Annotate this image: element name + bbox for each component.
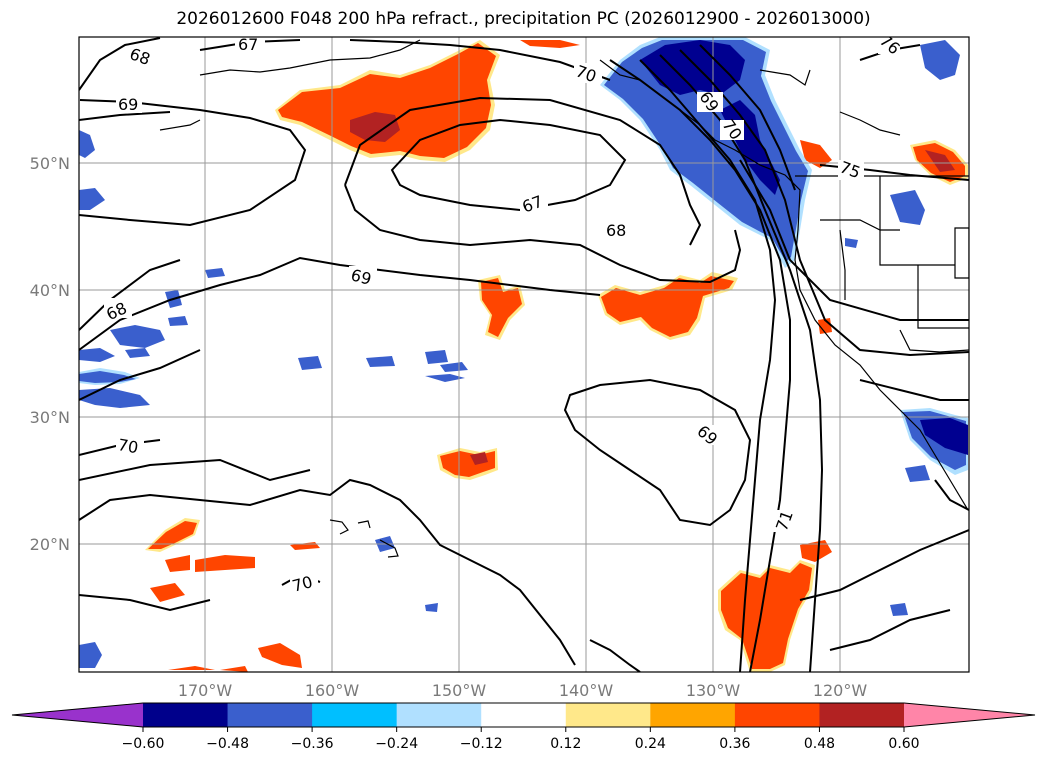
contour-label: 69 (349, 265, 374, 289)
colorbar-bin (312, 703, 398, 727)
colorbar-bin (650, 703, 736, 727)
colorbar-tick-label: 0.48 (804, 736, 835, 752)
colorbar-tick-label: −0.12 (460, 736, 503, 752)
colorbar-tick-label: 0.36 (719, 736, 750, 752)
colorbar-bin (227, 703, 313, 727)
lat-label-40n: 40°N (30, 281, 70, 300)
contour-label: 67 (238, 35, 258, 54)
colorbar-tick-labels: −0.60 −0.48 −0.36 −0.24 −0.12 0.12 0.24 0.36 0.4… (122, 727, 920, 752)
lat-label-20n: 20°N (30, 535, 70, 554)
colorbar-bin (734, 703, 820, 727)
colorbar-tick-label: 0.60 (888, 736, 919, 752)
contour-labels: 67 68 69 70 76 70 68 69 69 70 67 68 69 (103, 35, 904, 596)
lat-label-30n: 30°N (30, 408, 70, 427)
colorbar-tick-label: 0.12 (550, 736, 581, 752)
colorbar-bin (565, 703, 651, 727)
colorbar-bin (396, 703, 482, 727)
contour-label: 70 (116, 435, 139, 457)
colorbar-bin (143, 703, 229, 727)
colorbar-bin (12, 703, 143, 727)
contour-label: 68 (606, 221, 626, 240)
lon-label-150w: 150°W (432, 681, 487, 700)
longitude-labels: 170°W 160°W 150°W 140°W 130°W 120°W (178, 681, 868, 700)
lat-label-50n: 50°N (30, 154, 70, 173)
lon-label-120w: 120°W (813, 681, 868, 700)
map-area[interactable]: 67 68 69 70 76 70 68 69 69 70 67 68 69 (79, 31, 969, 672)
lon-label-170w: 170°W (178, 681, 233, 700)
chart-title: 2026012600 F048 200 hPa refract., precip… (176, 9, 871, 29)
colorbar-bin (481, 703, 567, 727)
colorbar-tick-label: −0.36 (291, 736, 334, 752)
negative-anomaly-patches (79, 37, 968, 668)
colorbar-tick-label: −0.48 (206, 736, 249, 752)
colorbar (11, 702, 1036, 728)
latitude-labels: 50°N 40°N 30°N 20°N (30, 154, 70, 554)
colorbar-tick-label: 0.24 (635, 736, 666, 752)
lon-label-140w: 140°W (559, 681, 614, 700)
colorbar-tick-label: −0.60 (122, 736, 165, 752)
map-frame (78, 36, 970, 673)
colorbar-bin (819, 703, 905, 727)
lon-label-130w: 130°W (686, 681, 741, 700)
lon-label-160w: 160°W (305, 681, 360, 700)
positive-anomaly-patches (145, 40, 968, 672)
contour-label: 70 (290, 572, 315, 596)
colorbar-bin (904, 703, 1035, 727)
contour-label: 69 (118, 95, 138, 114)
colorbar-tick-label: −0.24 (375, 736, 418, 752)
